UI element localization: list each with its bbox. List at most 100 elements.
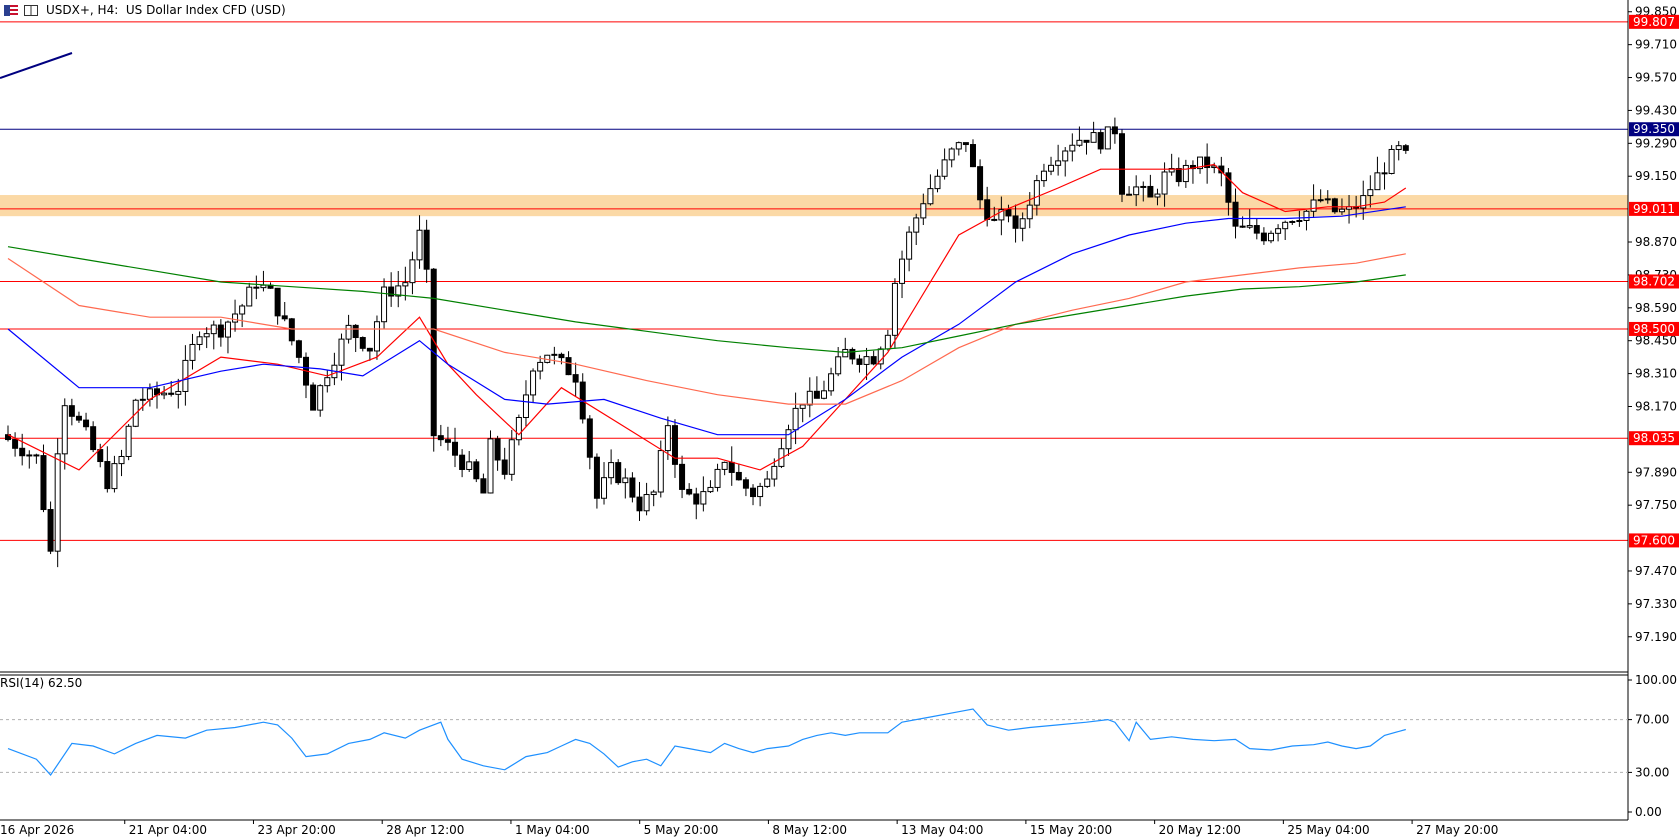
candle[interactable] xyxy=(508,429,515,481)
candle[interactable] xyxy=(352,324,359,353)
candle[interactable] xyxy=(1367,175,1374,208)
candle[interactable] xyxy=(622,468,629,499)
candle[interactable] xyxy=(891,278,898,349)
candle[interactable] xyxy=(913,213,920,245)
candle[interactable] xyxy=(863,347,870,380)
candle[interactable] xyxy=(1197,156,1204,174)
candle[interactable] xyxy=(1331,197,1338,214)
candle[interactable] xyxy=(118,449,125,477)
candle[interactable] xyxy=(1090,121,1097,143)
candle[interactable] xyxy=(757,482,764,507)
candle[interactable] xyxy=(601,462,608,505)
candle[interactable] xyxy=(1267,230,1274,244)
candle[interactable] xyxy=(671,419,678,478)
candle[interactable] xyxy=(707,480,714,494)
candle[interactable] xyxy=(664,416,671,460)
candle[interactable] xyxy=(586,415,593,470)
candle[interactable] xyxy=(686,483,693,496)
candle[interactable] xyxy=(1232,188,1239,239)
candle[interactable] xyxy=(487,430,494,494)
candle[interactable] xyxy=(1296,210,1303,227)
candle[interactable] xyxy=(324,369,331,393)
candle[interactable] xyxy=(437,424,444,447)
candle[interactable] xyxy=(927,174,934,206)
candle[interactable] xyxy=(1175,157,1182,187)
candle[interactable] xyxy=(189,333,196,370)
candle[interactable] xyxy=(650,489,657,507)
candle[interactable] xyxy=(842,337,849,358)
candle[interactable] xyxy=(1133,175,1140,207)
candle[interactable] xyxy=(572,362,579,397)
candle[interactable] xyxy=(750,484,757,506)
candle[interactable] xyxy=(551,346,558,365)
candle[interactable] xyxy=(522,380,529,427)
candle[interactable] xyxy=(310,382,317,411)
candle[interactable] xyxy=(1225,168,1232,216)
candle[interactable] xyxy=(941,148,948,180)
candle[interactable] xyxy=(359,336,366,352)
candle[interactable] xyxy=(1154,188,1161,206)
candle[interactable] xyxy=(735,463,742,481)
candle[interactable] xyxy=(168,380,175,397)
candle[interactable] xyxy=(473,459,480,483)
candle[interactable] xyxy=(828,367,835,396)
candle[interactable] xyxy=(459,449,466,478)
candle[interactable] xyxy=(125,424,132,461)
candle[interactable] xyxy=(1055,144,1062,176)
candle[interactable] xyxy=(331,352,338,386)
candle[interactable] xyxy=(409,251,416,295)
candle[interactable] xyxy=(629,472,636,503)
candle[interactable] xyxy=(288,317,295,346)
candle[interactable] xyxy=(232,299,239,332)
candle[interactable] xyxy=(785,424,792,456)
candle[interactable] xyxy=(771,458,778,487)
candle[interactable] xyxy=(515,414,522,446)
candle[interactable] xyxy=(430,267,437,452)
candle[interactable] xyxy=(210,320,217,350)
candle[interactable] xyxy=(1282,220,1289,240)
candle[interactable] xyxy=(820,380,827,400)
candle[interactable] xyxy=(742,477,749,497)
candle[interactable] xyxy=(948,147,955,168)
candle[interactable] xyxy=(1111,117,1118,144)
candle[interactable] xyxy=(111,455,118,493)
candle[interactable] xyxy=(40,444,47,513)
candle[interactable] xyxy=(33,453,40,464)
candle[interactable] xyxy=(1303,210,1310,231)
candle[interactable] xyxy=(83,412,90,431)
candle[interactable] xyxy=(906,226,913,272)
trendline-drawing[interactable] xyxy=(0,52,73,79)
candle[interactable] xyxy=(388,272,395,307)
candle[interactable] xyxy=(303,352,310,399)
candle[interactable] xyxy=(26,450,33,469)
candle[interactable] xyxy=(381,278,388,329)
candle[interactable] xyxy=(579,373,586,424)
candle[interactable] xyxy=(90,421,97,453)
candle[interactable] xyxy=(615,459,622,485)
candle[interactable] xyxy=(161,385,168,400)
candle[interactable] xyxy=(1317,189,1324,203)
candle[interactable] xyxy=(224,320,231,354)
candle[interactable] xyxy=(501,447,508,480)
candle[interactable] xyxy=(239,303,246,328)
candle[interactable] xyxy=(700,476,707,512)
candle[interactable] xyxy=(1019,212,1026,242)
candle[interactable] xyxy=(281,301,288,322)
candle[interactable] xyxy=(338,333,345,381)
candle[interactable] xyxy=(728,446,735,486)
candle[interactable] xyxy=(246,282,253,307)
candle[interactable] xyxy=(68,398,75,426)
candle[interactable] xyxy=(182,345,189,406)
candle[interactable] xyxy=(1048,156,1055,176)
candle[interactable] xyxy=(1033,174,1040,216)
candle[interactable] xyxy=(1147,174,1154,198)
candle[interactable] xyxy=(1083,139,1090,155)
candle[interactable] xyxy=(47,501,54,555)
candle[interactable] xyxy=(899,250,906,299)
candle[interactable] xyxy=(813,376,820,399)
candle[interactable] xyxy=(402,266,409,301)
candle[interactable] xyxy=(537,355,544,380)
candle[interactable] xyxy=(998,196,1005,236)
candle[interactable] xyxy=(395,270,402,308)
candle[interactable] xyxy=(934,169,941,193)
